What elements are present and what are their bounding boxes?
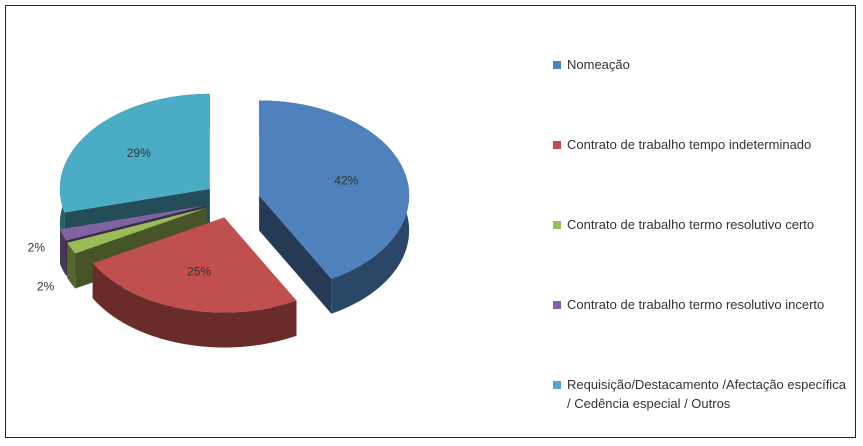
slice xyxy=(67,207,207,254)
legend-label: Contrato de trabalho tempo indeterminado xyxy=(567,137,812,152)
legend: Nomeação Contrato de trabalho tempo indet… xyxy=(553,55,853,446)
data-label: 25% xyxy=(187,264,211,278)
legend-swatch xyxy=(553,221,561,229)
slice-side xyxy=(259,195,332,314)
data-label: 42% xyxy=(334,173,358,187)
legend-label: Contrato de trabalho termo resolutivo in… xyxy=(567,297,825,312)
data-label: 2% xyxy=(28,241,46,255)
slice-side xyxy=(60,229,66,276)
legend-swatch xyxy=(553,141,561,149)
slice-side xyxy=(67,242,76,289)
legend-item: Contrato de trabalho tempo indeterminado xyxy=(553,135,853,215)
legend-item: Contrato de trabalho termo resolutivo ce… xyxy=(553,215,853,295)
slice-side xyxy=(92,263,297,348)
chart-border xyxy=(5,5,856,438)
legend-label: Requisição/Destacamento /Afectação espec… xyxy=(567,377,846,411)
legend-swatch xyxy=(553,301,561,309)
legend-item: Nomeação xyxy=(553,55,853,135)
slice xyxy=(59,93,210,213)
legend-label: Contrato de trabalho termo resolutivo ce… xyxy=(567,217,815,232)
slice xyxy=(92,217,297,313)
data-label: 29% xyxy=(127,146,151,160)
slice xyxy=(259,100,410,279)
data-label: 2% xyxy=(37,279,55,293)
legend-label: Nomeação xyxy=(567,57,630,72)
slice xyxy=(60,205,206,241)
legend-item: Contrato de trabalho termo resolutivo in… xyxy=(553,295,853,375)
legend-swatch xyxy=(553,61,561,69)
legend-swatch xyxy=(553,381,561,389)
legend-item: Requisição/Destacamento /Afectação espec… xyxy=(553,375,853,446)
